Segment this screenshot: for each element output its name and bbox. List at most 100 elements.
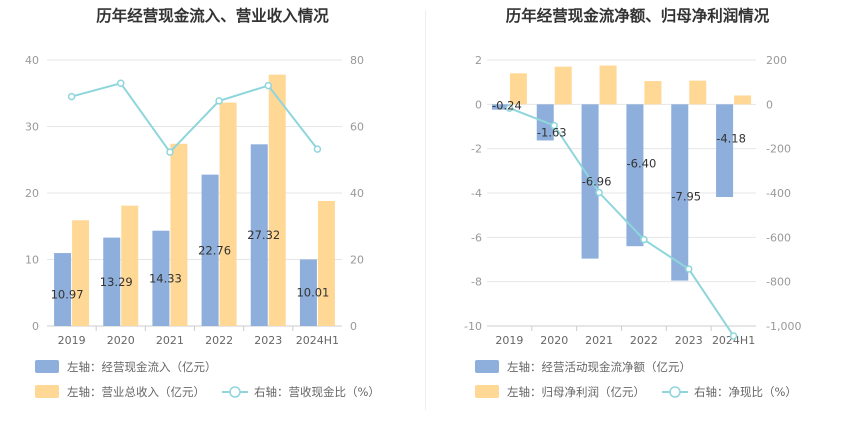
left-axis-tick-label: -10 bbox=[464, 320, 482, 333]
right-axis-tick-label: -200 bbox=[766, 143, 791, 156]
x-axis-tick-label: 2023 bbox=[675, 334, 703, 347]
bar bbox=[581, 104, 599, 259]
bar bbox=[671, 104, 689, 281]
line-point bbox=[550, 121, 558, 130]
x-axis-tick-label: 2020 bbox=[540, 334, 568, 347]
legend-swatch bbox=[475, 385, 499, 398]
data-label: -7.95 bbox=[671, 189, 701, 203]
line-point bbox=[215, 97, 223, 105]
bar bbox=[54, 253, 72, 326]
bar bbox=[299, 259, 317, 326]
legend: 左轴：经营现金流入（亿元） 左轴：营业总收入（亿元） 右轴：营收现金比（%） bbox=[35, 360, 380, 399]
x-axis-tick-label: 2021 bbox=[585, 334, 613, 347]
bar bbox=[509, 73, 527, 105]
legend-label: 左轴：经营现金流入（亿元） bbox=[67, 360, 217, 374]
right-axis-tick-label: -400 bbox=[766, 187, 791, 200]
chart-title: 历年经营现金流净额、归母净利润情况 bbox=[505, 7, 770, 25]
line-point bbox=[166, 148, 174, 156]
left-axis-tick-label: -2 bbox=[471, 143, 482, 156]
right-axis-tick-label: 40 bbox=[350, 187, 364, 200]
x-axis-tick-label: 2023 bbox=[254, 334, 282, 347]
left-axis-tick-label: -8 bbox=[471, 276, 482, 289]
line-point bbox=[685, 265, 693, 273]
x-axis-tick-label: 2020 bbox=[107, 334, 135, 347]
legend-marker bbox=[669, 386, 681, 398]
line-point bbox=[313, 145, 322, 153]
left-axis-tick-label: 2 bbox=[475, 54, 482, 67]
x-axis-tick-label: 2021 bbox=[156, 334, 184, 347]
chart-panel-net-cash: 历年经营现金流净额、归母净利润情况 -10 -8 -6 -4 -2 0 2 -1,000 -80… bbox=[425, 0, 850, 437]
left-axis-tick-label: -6 bbox=[471, 231, 482, 244]
bar bbox=[644, 81, 662, 105]
data-label: -6.40 bbox=[627, 156, 657, 170]
legend-swatch bbox=[35, 385, 59, 398]
chart-panel-cash-inflow: 历年经营现金流入、营业收入情况 0 10 20 30 40 0 20 40 60 80 2019 20… bbox=[0, 0, 425, 437]
data-label: 14.33 bbox=[149, 271, 182, 285]
series-line bbox=[509, 107, 735, 337]
x-axis-tick-label: 2019 bbox=[495, 334, 523, 347]
bar bbox=[554, 66, 572, 105]
legend-label: 左轴：营业总收入（亿元） bbox=[67, 385, 205, 399]
right-axis-tick-label: 60 bbox=[350, 121, 364, 134]
bar bbox=[219, 102, 237, 326]
data-label: 22.76 bbox=[198, 243, 231, 257]
bar bbox=[268, 74, 286, 326]
bar bbox=[599, 65, 617, 105]
x-axis-tick-label: 2024H1 bbox=[712, 334, 755, 347]
left-axis-tick-label: -4 bbox=[471, 187, 482, 200]
right-axis-tick-label: 0 bbox=[766, 98, 773, 111]
bar bbox=[250, 144, 268, 326]
data-label: -0.24 bbox=[492, 98, 522, 112]
x-axis-tick-label: 2019 bbox=[58, 334, 86, 347]
left-axis-tick-label: 10 bbox=[25, 254, 39, 267]
data-label: -1.63 bbox=[537, 125, 567, 139]
x-axis-tick-label: 2022 bbox=[205, 334, 233, 347]
bar bbox=[734, 95, 752, 105]
line-point bbox=[640, 235, 648, 244]
bar bbox=[103, 237, 121, 326]
line-point bbox=[67, 92, 76, 101]
right-axis-tick-label: 200 bbox=[766, 54, 787, 67]
line-point bbox=[264, 81, 272, 90]
bar bbox=[170, 143, 188, 326]
line-point bbox=[505, 104, 514, 112]
x-axis-tick-label: 2022 bbox=[630, 334, 658, 347]
chart-svg-net-cash: -10 -8 -6 -4 -2 0 2 -1,000 -800 -600 -400 -200 0 200 2… bbox=[464, 54, 801, 399]
data-label: 10.97 bbox=[51, 288, 84, 302]
line-point bbox=[729, 332, 738, 340]
right-axis-tick-label: 80 bbox=[350, 54, 364, 67]
legend-label: 右轴：净现比（%） bbox=[694, 385, 797, 399]
bar bbox=[716, 104, 734, 197]
bar bbox=[72, 220, 90, 326]
legend-swatch bbox=[35, 360, 59, 373]
left-axis-tick-label: 40 bbox=[25, 54, 39, 67]
legend-label: 左轴：归母净利润（亿元） bbox=[507, 385, 645, 399]
legend-swatch bbox=[475, 360, 499, 373]
chart-svg-cash-inflow: 0 10 20 30 40 0 20 40 60 80 2019 2020 2021 2022 2023 20… bbox=[25, 54, 380, 399]
legend-label: 右轴：营收现金比（%） bbox=[254, 385, 380, 399]
bar bbox=[121, 205, 139, 326]
left-axis-tick-label: 0 bbox=[475, 98, 482, 111]
line-point bbox=[595, 188, 603, 197]
legend-label: 左轴：经营活动现金流净额（亿元） bbox=[507, 360, 691, 374]
x-axis-tick-label: 2024H1 bbox=[296, 334, 339, 347]
bar bbox=[152, 230, 170, 326]
data-label: 13.29 bbox=[100, 275, 133, 289]
bar bbox=[626, 104, 644, 247]
legend: 左轴：经营活动现金流净额（亿元） 左轴：归母净利润（亿元） 右轴：净现比（%） bbox=[475, 360, 797, 399]
right-axis-tick-label: -1,000 bbox=[766, 320, 801, 333]
bar bbox=[491, 104, 509, 110]
left-axis-tick-label: 0 bbox=[32, 320, 39, 333]
data-label: 10.01 bbox=[296, 286, 329, 300]
bar bbox=[201, 174, 219, 326]
right-axis-tick-label: -800 bbox=[766, 276, 791, 289]
bar bbox=[317, 200, 335, 326]
right-axis-tick-label: 0 bbox=[350, 320, 357, 333]
legend-marker bbox=[229, 386, 241, 398]
left-axis-tick-label: 20 bbox=[25, 187, 39, 200]
data-label: 27.32 bbox=[247, 228, 280, 242]
data-label: -4.18 bbox=[716, 132, 746, 146]
chart-title: 历年经营现金流入、营业收入情况 bbox=[96, 7, 329, 25]
series-line bbox=[71, 82, 319, 154]
right-axis-tick-label: 20 bbox=[350, 254, 364, 267]
